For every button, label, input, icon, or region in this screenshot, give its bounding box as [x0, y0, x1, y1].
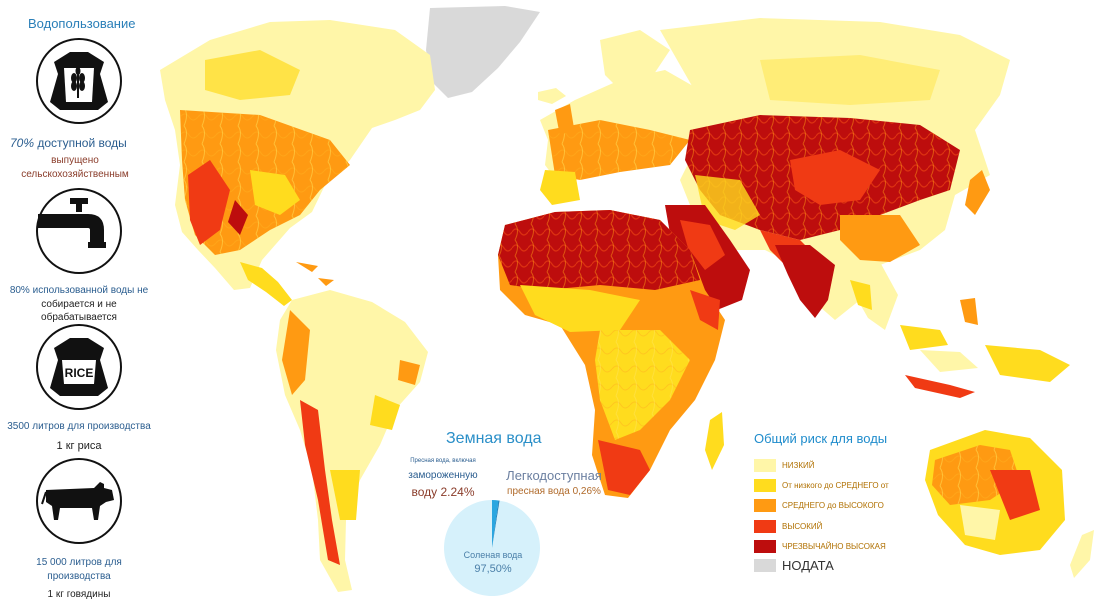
iceland-region [538, 88, 566, 104]
salt-water-label: Соленая вода 97,50% [452, 550, 534, 575]
legend-item: От низкого до СРЕДНЕГО от [754, 479, 889, 492]
madagascar-region [705, 412, 724, 470]
legend-swatch [754, 479, 776, 492]
world-water-risk-map [160, 6, 1094, 592]
faucet-icon [36, 188, 122, 274]
legend-swatch [754, 520, 776, 533]
scandinavia-region [600, 30, 670, 92]
accessible-water-line1: Легкодоступная [506, 468, 602, 483]
legend-label: ЧРЕЗВЫЧАЙНО ВЫСОКАЯ [782, 542, 886, 551]
pie-slice-accessible-water [492, 500, 500, 548]
legend-item: НОДАТА [754, 558, 834, 573]
india-region [775, 245, 835, 318]
stat-beef-line2: 1 кг говядины [47, 589, 111, 600]
rice-sack-icon: RICE [36, 324, 122, 410]
legend-swatch [754, 499, 776, 512]
stat-beef: 15 000 литров для производства 1 кг говя… [6, 556, 152, 600]
stat-agriculture: 70% доступной воды выпущено сельскохозяй… [10, 136, 140, 181]
frozen-water-line1: замороженную [408, 470, 478, 481]
frozen-water-label: Пресная вода, включая замороженную воду … [404, 458, 482, 499]
stat-rice-line2: 1 кг риса [56, 439, 102, 452]
stat-wastewater-line1: 80% использованной воды не [9, 285, 149, 296]
south-america-region [276, 290, 428, 592]
southeast-asia-region [845, 262, 898, 330]
legend-label: ВЫСОКИЙ [782, 522, 823, 531]
sidebar-title: Водопользование [28, 16, 136, 31]
stat-agriculture-line1: доступной воды [37, 136, 127, 150]
salt-water-name: Соленая вода [463, 550, 523, 560]
uk-region [555, 104, 574, 136]
salt-water-value: 97,50% [474, 563, 512, 575]
frozen-water-line2: воду 2.24% [411, 485, 475, 499]
stat-rice-line1: 3500 литров для производства [7, 421, 151, 432]
stat-rice: 3500 литров для производства 1 кг риса [6, 420, 152, 452]
accessible-water-line2: пресная вода 0,26% [507, 486, 601, 497]
rice-label: RICE [65, 366, 94, 380]
pie-slice-frozen-water [492, 500, 499, 548]
legend-swatch [754, 459, 776, 472]
stat-agriculture-line2: выпущено сельскохозяйственным [21, 155, 129, 180]
legend-swatch [754, 559, 776, 572]
legend-item: НИЗКИЙ [754, 459, 815, 472]
central-america-region [240, 262, 292, 306]
stat-wastewater-line2: собирается и не обрабатывается [41, 298, 117, 324]
stat-beef-line1: 15 000 литров для производства [36, 557, 122, 582]
earth-water-pie [444, 500, 540, 596]
legend-label: НИЗКИЙ [782, 461, 815, 470]
earth-water-title: Земная вода [446, 430, 542, 447]
legend-item: ВЫСОКИЙ [754, 520, 822, 533]
wheat-sack-icon [36, 38, 122, 124]
greenland-region [426, 6, 540, 98]
cow-icon [36, 458, 122, 544]
legend-title: Общий риск для воды [754, 431, 888, 446]
legend-label: НОДАТА [782, 558, 834, 573]
legend-swatch [754, 540, 776, 553]
accessible-water-label: Легкодоступная пресная вода 0,26% [504, 468, 604, 497]
new-zealand-region [1070, 530, 1094, 578]
stat-wastewater: 80% использованной воды не собирается и … [6, 284, 152, 325]
stat-agriculture-value: 70% [10, 136, 35, 150]
legend-item: СРЕДНЕГО до ВЫСОКОГО [754, 499, 884, 512]
japan-region [965, 170, 990, 215]
legend-item: ЧРЕЗВЫЧАЙНО ВЫСОКАЯ [754, 540, 886, 553]
frozen-water-small: Пресная вода, включая [410, 458, 476, 464]
legend-label: СРЕДНЕГО до ВЫСОКОГО [782, 501, 884, 510]
legend-label: От низкого до СРЕДНЕГО от [782, 481, 889, 490]
